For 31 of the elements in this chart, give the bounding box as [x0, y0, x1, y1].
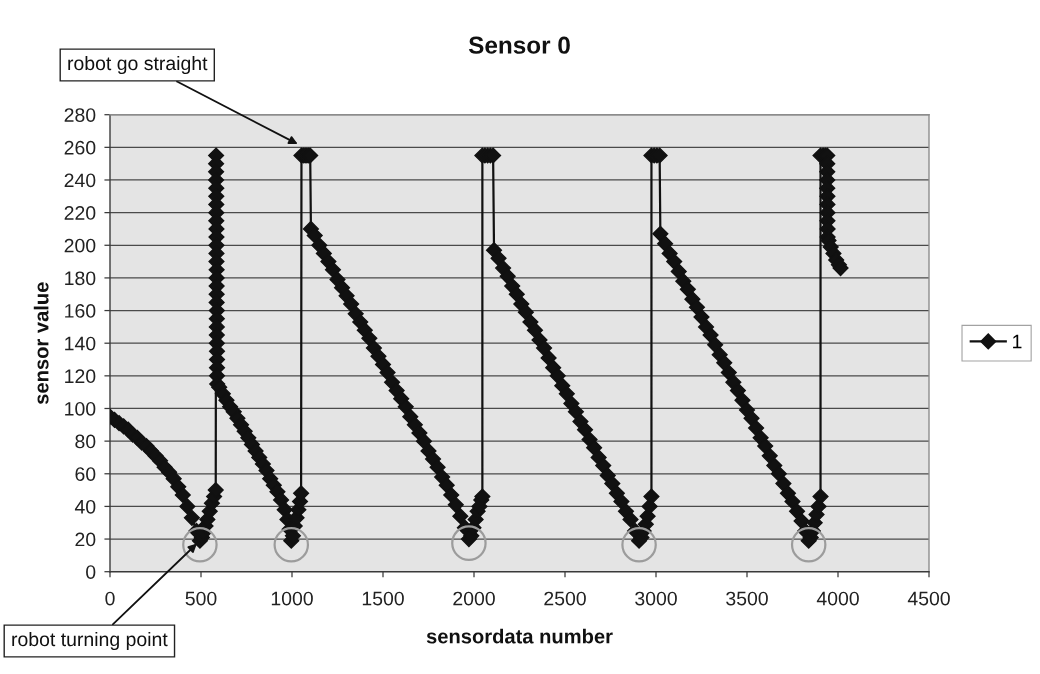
y-tick-label: 140: [65, 336, 96, 351]
y-tick-label: 120: [65, 369, 96, 384]
y-tick-label: 200: [64, 238, 96, 253]
y-tick-label: 80: [75, 434, 96, 449]
y-tick-label: 100: [65, 401, 96, 416]
y-tick-label: 0: [86, 565, 96, 579]
y-tick-label: 280: [64, 108, 96, 122]
y-tick-label: 240: [64, 173, 96, 188]
x-tick-label: 3500: [726, 591, 768, 606]
x-tick-label: 4000: [816, 591, 859, 606]
legend-label: 1: [1013, 334, 1022, 349]
y-axis-title: sensor value: [33, 282, 49, 405]
x-tick-label: 2000: [453, 591, 495, 606]
y-tick-label: 220: [64, 206, 96, 220]
y-tick-label: 180: [65, 271, 96, 286]
x-tick-label: 1000: [271, 591, 313, 606]
y-tick-label: 60: [75, 467, 96, 482]
x-tick-label: 2500: [544, 591, 586, 606]
annotation: robot go straight: [68, 55, 208, 75]
y-tick-label: 40: [74, 499, 96, 514]
x-axis-title: sensordata number: [426, 628, 613, 644]
x-tick-label: 1500: [362, 591, 404, 606]
y-tick-label: 160: [65, 304, 96, 318]
x-tick-label: 3000: [635, 591, 677, 606]
x-tick-label: 4500: [907, 591, 950, 606]
y-tick-label: 260: [64, 140, 96, 155]
x-tick-label: 0: [105, 591, 115, 606]
chart-title: Sensor 0: [468, 36, 570, 54]
y-tick-label: 20: [75, 532, 96, 547]
annotation: robot turning point: [12, 631, 168, 651]
x-tick-label: 500: [185, 591, 217, 606]
